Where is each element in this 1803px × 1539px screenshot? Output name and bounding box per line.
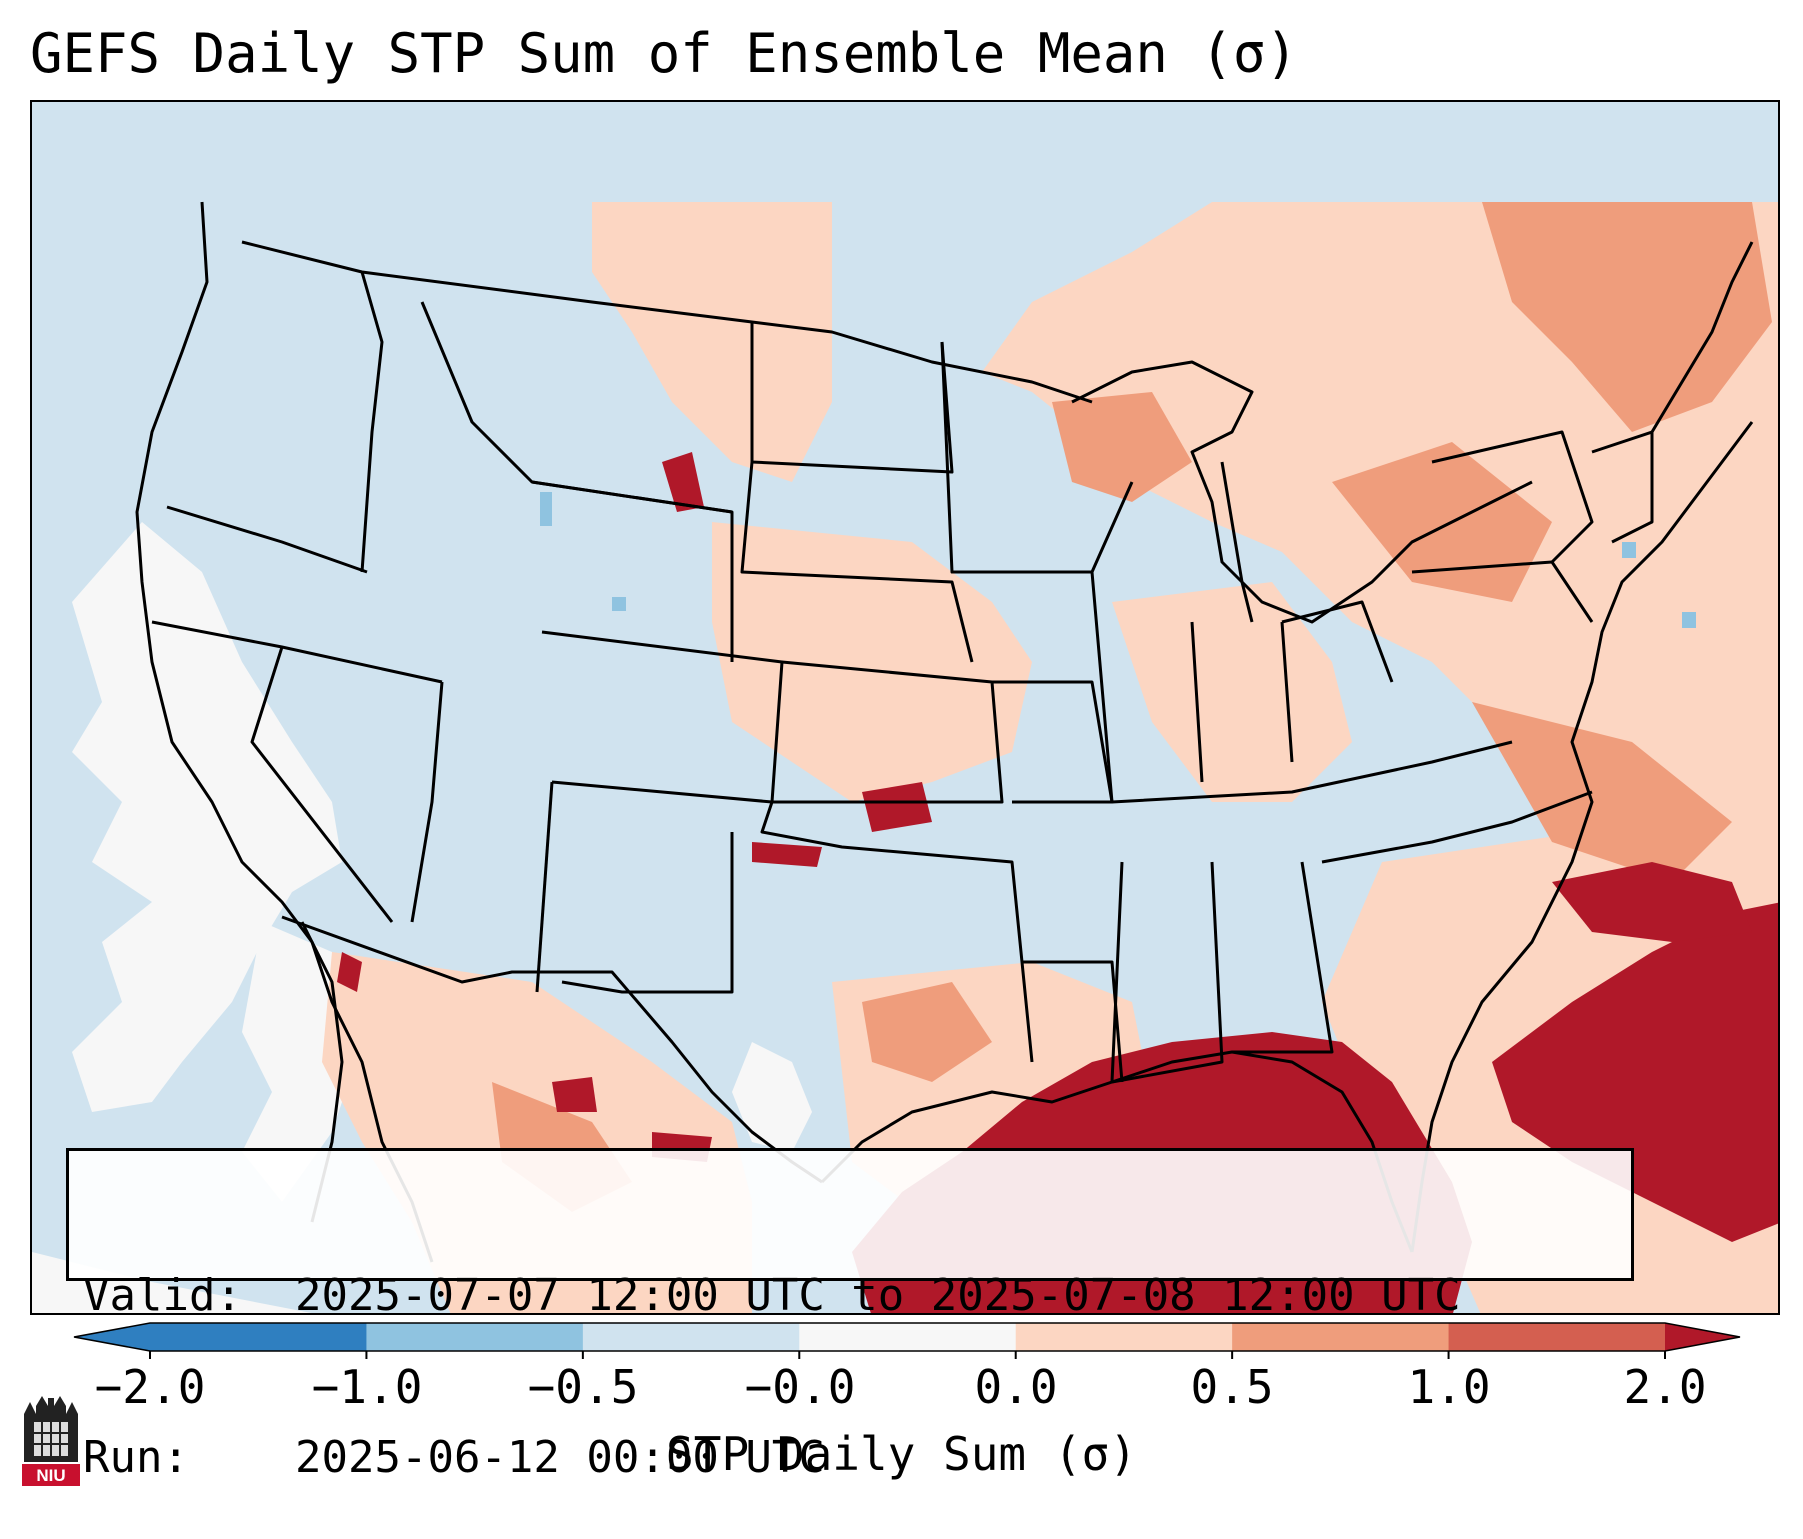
canada-border <box>241 240 1093 404</box>
colorbar-label: STP Daily Sum (σ) <box>666 1427 1137 1481</box>
gulf-coast <box>820 1050 1414 1253</box>
colorbar-tick-label: −2.0 <box>94 1360 206 1414</box>
state-line-nv <box>250 646 394 923</box>
niu-logo: NIU <box>22 1396 80 1486</box>
state-line-ny <box>1431 430 1594 564</box>
state-line-wa-or <box>166 505 368 574</box>
state-line-mo <box>992 680 1114 804</box>
state-line-az-nm <box>535 781 554 993</box>
colorbar-extend-high <box>1665 1323 1740 1351</box>
colorbar-bin <box>582 1323 800 1351</box>
valid-value: 2025-07-07 12:00 UTC to 2025-07-08 12:00… <box>295 1270 1461 1321</box>
colorbar-tick-label: 0.0 <box>974 1360 1058 1414</box>
state-line-ms-al <box>1110 861 1224 1084</box>
niu-logo-text: NIU <box>36 1466 65 1485</box>
chart-title: GEFS Daily STP Sum of Ensemble Mean (σ) <box>30 22 1298 85</box>
great-lakes-outline <box>1071 360 1533 624</box>
colorbar <box>73 1322 1741 1359</box>
valid-label: Valid: <box>83 1270 242 1321</box>
colorbar-tick-label: −0.5 <box>527 1360 639 1414</box>
state-line-nd-sd <box>750 322 954 474</box>
run-value: 2025-06-12 00:00 UTC <box>295 1432 825 1483</box>
colorbar-bin <box>1232 1323 1450 1351</box>
state-line-co <box>541 630 784 804</box>
state-line-ut <box>410 681 444 923</box>
valid-run-info-box: Valid: 2025-07-07 12:00 UTC to 2025-07-0… <box>66 1148 1634 1483</box>
colorbar-tick-label: 1.0 <box>1407 1360 1491 1414</box>
run-label: Run: <box>83 1432 189 1483</box>
lake-michigan <box>1220 461 1254 623</box>
state-line-ne <box>1591 430 1654 544</box>
state-line-sd-ne <box>740 461 974 663</box>
state-line-ks-ok <box>772 660 1004 804</box>
state-line-nm-tx <box>561 832 734 994</box>
east-coast <box>1410 421 1754 1253</box>
colorbar-bin <box>1448 1323 1666 1351</box>
building-icon <box>24 1396 78 1462</box>
west-coast-outline <box>135 201 434 1263</box>
colorbar-tick-label: 2.0 <box>1623 1360 1707 1414</box>
map-panel <box>30 100 1780 1315</box>
state-line-wy <box>531 480 734 662</box>
colorbar-tick-label: 0.5 <box>1190 1360 1274 1414</box>
colorbar-bin <box>1015 1323 1233 1351</box>
colorbar-tick-label: −1.0 <box>311 1360 423 1414</box>
stp-map <box>32 102 1778 1313</box>
state-line-ga <box>1232 861 1334 1054</box>
state-line-tx <box>760 801 1034 1063</box>
state-line-id <box>360 271 384 573</box>
state-line-nc-sc <box>1321 790 1593 864</box>
colorbar-tick-label: −0.0 <box>744 1360 856 1414</box>
colorbar-bin <box>150 1323 367 1351</box>
colorbar-extend-low <box>74 1323 150 1351</box>
state-line-mn-ia <box>940 341 1134 574</box>
state-line-tn-ky <box>1111 740 1513 804</box>
negative-cells <box>540 492 1696 628</box>
colorbar-bin <box>799 1323 1017 1351</box>
maine-outline <box>1650 241 1754 433</box>
state-line-il-in <box>1090 571 1294 803</box>
colorbar-bin <box>366 1323 584 1351</box>
state-line-ar-la <box>1022 960 1124 1083</box>
